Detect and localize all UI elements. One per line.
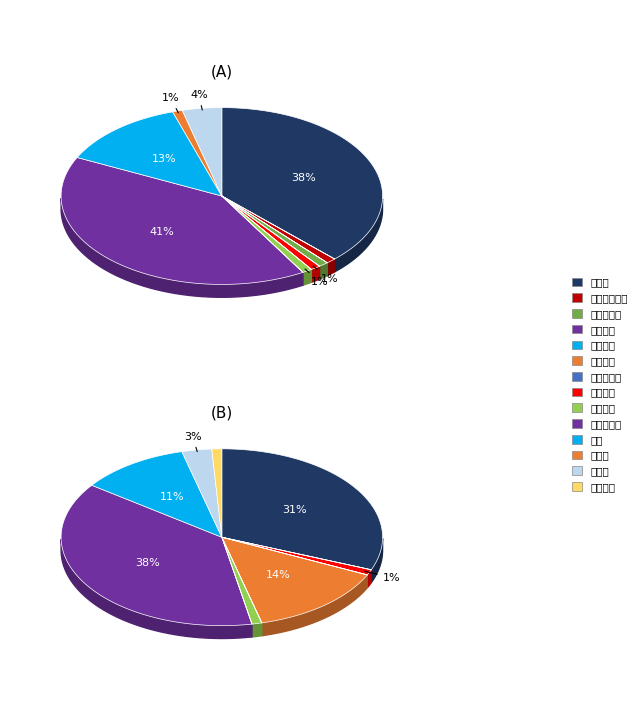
Polygon shape: [303, 269, 311, 285]
Polygon shape: [334, 199, 383, 272]
Polygon shape: [311, 266, 320, 282]
Polygon shape: [262, 575, 367, 636]
Polygon shape: [172, 110, 222, 196]
Polygon shape: [327, 259, 334, 276]
Polygon shape: [222, 537, 371, 575]
Polygon shape: [61, 158, 303, 285]
Text: 13%: 13%: [152, 155, 176, 164]
Polygon shape: [222, 196, 334, 263]
Polygon shape: [182, 449, 222, 537]
Polygon shape: [222, 537, 367, 623]
Text: (A): (A): [211, 64, 233, 79]
Legend: 거미목, 질삼노래기목, 띠노래기목, 그리마목, 돌지네목, 톡토기목, 집게벌레목, 메뚜기목, 노린재목, 딱정벌레목, 벌목, 나비목, 파리목, 밀들: 거미목, 질삼노래기목, 띠노래기목, 그리마목, 돌지네목, 톡토기목, 집게…: [569, 274, 631, 495]
Polygon shape: [61, 539, 252, 638]
Text: 3%: 3%: [184, 432, 202, 452]
Polygon shape: [212, 449, 222, 537]
Polygon shape: [222, 449, 383, 570]
Polygon shape: [61, 485, 252, 626]
Text: 38%: 38%: [291, 173, 316, 182]
Polygon shape: [320, 263, 327, 279]
Text: (B): (B): [211, 405, 233, 420]
Text: 41%: 41%: [149, 227, 174, 237]
Polygon shape: [222, 537, 262, 624]
Polygon shape: [92, 452, 222, 537]
Polygon shape: [252, 623, 262, 637]
Polygon shape: [371, 539, 383, 583]
Polygon shape: [222, 107, 383, 259]
Text: 38%: 38%: [135, 558, 159, 568]
Text: 1%: 1%: [365, 571, 401, 583]
Polygon shape: [182, 107, 222, 196]
Text: 14%: 14%: [266, 570, 291, 579]
Polygon shape: [77, 112, 222, 196]
Polygon shape: [367, 570, 371, 588]
Polygon shape: [222, 196, 311, 272]
Text: 4%: 4%: [190, 90, 208, 110]
Text: 1%: 1%: [313, 266, 338, 284]
Text: 11%: 11%: [160, 492, 185, 502]
Text: 1%: 1%: [162, 94, 179, 113]
Text: 1%: 1%: [305, 269, 329, 287]
Polygon shape: [222, 196, 327, 266]
Polygon shape: [61, 198, 303, 297]
Polygon shape: [222, 196, 320, 269]
Text: 31%: 31%: [283, 505, 307, 515]
